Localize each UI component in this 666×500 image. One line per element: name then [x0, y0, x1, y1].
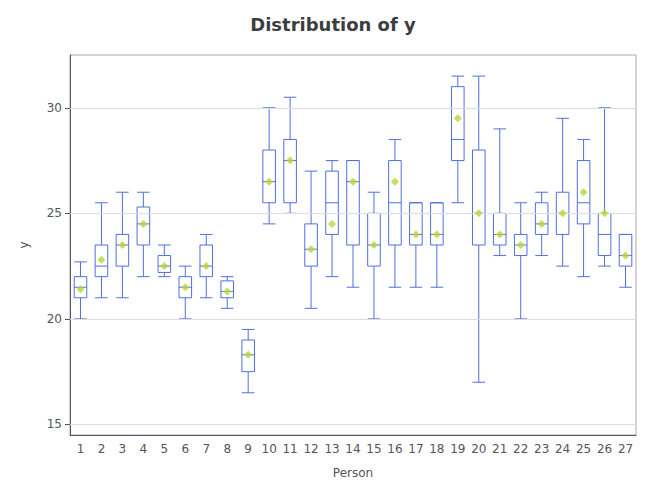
svg-text:15: 15 [47, 417, 62, 431]
svg-text:7: 7 [202, 442, 210, 456]
svg-text:30: 30 [47, 101, 62, 115]
svg-text:27: 27 [618, 442, 633, 456]
svg-text:15: 15 [366, 442, 381, 456]
svg-text:4: 4 [140, 442, 148, 456]
svg-text:Distribution of y: Distribution of y [250, 14, 416, 35]
svg-text:23: 23 [534, 442, 549, 456]
svg-text:26: 26 [597, 442, 612, 456]
svg-text:25: 25 [576, 442, 591, 456]
svg-text:6: 6 [181, 442, 189, 456]
svg-text:8: 8 [223, 442, 231, 456]
svg-text:24: 24 [555, 442, 570, 456]
svg-text:5: 5 [161, 442, 169, 456]
svg-text:11: 11 [282, 442, 297, 456]
svg-text:2: 2 [98, 442, 106, 456]
svg-text:19: 19 [450, 442, 465, 456]
svg-text:17: 17 [408, 442, 423, 456]
svg-text:y: y [17, 241, 31, 248]
svg-text:20: 20 [47, 312, 62, 326]
svg-text:20: 20 [471, 442, 486, 456]
svg-text:21: 21 [492, 442, 507, 456]
svg-text:Person: Person [333, 466, 373, 480]
svg-text:25: 25 [47, 206, 62, 220]
svg-text:9: 9 [244, 442, 252, 456]
svg-text:3: 3 [119, 442, 127, 456]
svg-text:10: 10 [262, 442, 277, 456]
svg-text:14: 14 [345, 442, 360, 456]
svg-text:18: 18 [429, 442, 444, 456]
svg-text:13: 13 [324, 442, 339, 456]
svg-text:22: 22 [513, 442, 528, 456]
svg-text:1: 1 [77, 442, 85, 456]
svg-text:12: 12 [303, 442, 318, 456]
svg-text:16: 16 [387, 442, 402, 456]
